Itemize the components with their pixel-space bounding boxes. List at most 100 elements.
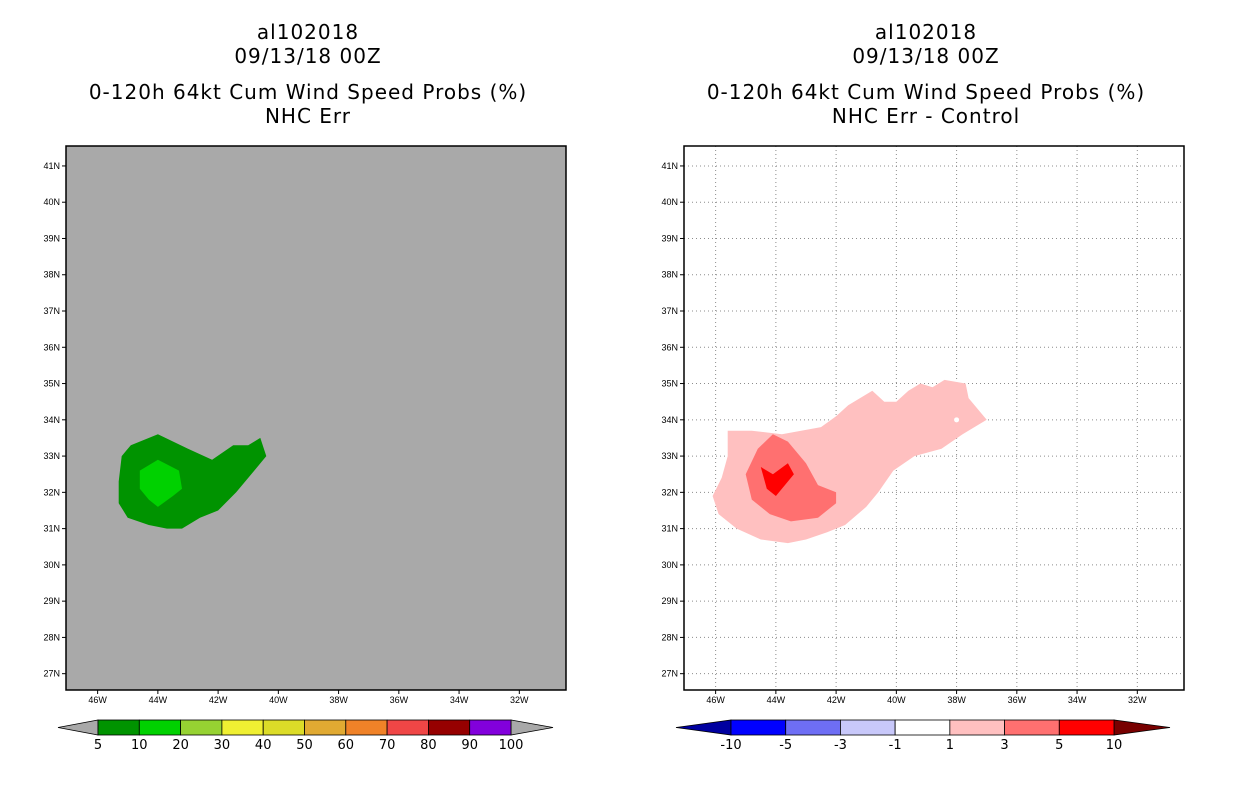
right-title: al102018 09/13/18 00Z 0-120h 64kt Cum Wi… — [646, 20, 1206, 128]
right-lon-label: 42W — [827, 695, 846, 705]
right-lon-label: 38W — [947, 695, 966, 705]
right-colorbar-label: 1 — [946, 738, 954, 753]
right-lon-label: 44W — [767, 695, 786, 705]
right-lat-label: 28N — [661, 632, 678, 642]
left-lon-label: 38W — [329, 695, 348, 705]
right-lat-label: 40N — [661, 197, 678, 207]
left-map-panel: 46W 44W 42W 40W 38W 36W 34W 32W 27N 28N 29N 30N 31N 3… — [43, 145, 567, 705]
left-lat-label: 33N — [43, 451, 60, 461]
right-colorbar-box — [730, 719, 787, 736]
left-colorbar-box — [221, 719, 264, 736]
left-colorbar-box — [180, 719, 223, 736]
left-colorbar-box — [97, 719, 140, 736]
left-colorbar-under-arrow — [57, 719, 99, 736]
right-colorbar-box — [894, 719, 951, 736]
left-lat-label: 30N — [43, 560, 60, 570]
right-colorbar-label: -5 — [779, 738, 792, 753]
right-contour-5-10 — [760, 463, 794, 496]
left-map-frame — [65, 145, 567, 691]
left-colorbar-box — [262, 719, 305, 736]
right-lon-label: 32W — [1128, 695, 1147, 705]
right-colorbar-label: -10 — [720, 738, 741, 753]
right-subtitle: NHC Err - Control — [831, 104, 1021, 128]
right-colorbar-label: 5 — [1055, 738, 1063, 753]
left-colorbar-box — [386, 719, 429, 736]
left-colorbar-label: 30 — [214, 738, 231, 753]
left-lon-label: 44W — [149, 695, 168, 705]
left-lon-label: 32W — [510, 695, 529, 705]
left-lon-label: 40W — [269, 695, 288, 705]
right-colorbar-over-arrow — [1113, 719, 1171, 736]
left-colorbar-label: 5 — [94, 738, 102, 753]
right-colorbar-box — [840, 719, 896, 736]
left-lat-label: 35N — [43, 379, 60, 389]
right-contour-hole — [954, 417, 960, 423]
left-colorbar-label: 100 — [499, 738, 524, 753]
left-colorbar-label: 10 — [131, 738, 148, 753]
left-storm-id: al102018 — [256, 20, 360, 44]
right-lat-label: 29N — [661, 596, 678, 606]
left-colorbar-over-arrow — [510, 719, 554, 736]
left-lon-label: 34W — [450, 695, 469, 705]
right-lon-label: 36W — [1008, 695, 1027, 705]
left-lat-label: 37N — [43, 306, 60, 316]
left-colorbar-box — [469, 719, 512, 736]
left-contour-10-20 — [139, 459, 182, 507]
right-lon-label: 40W — [887, 695, 906, 705]
left-colorbar-box — [345, 719, 388, 736]
right-lat-label: 31N — [661, 524, 678, 534]
left-colorbar-box — [138, 719, 182, 736]
left-lat-label: 38N — [43, 270, 60, 280]
left-colorbar-label: 40 — [255, 738, 272, 753]
left-lat-label: 41N — [43, 161, 60, 171]
right-colorbar-box — [1004, 719, 1060, 736]
right-colorbar-box — [785, 719, 841, 736]
left-colorbar-label: 70 — [379, 738, 396, 753]
right-lat-label: 36N — [661, 342, 678, 352]
left-colorbar-label: 60 — [338, 738, 355, 753]
left-lat-label: 39N — [43, 233, 60, 243]
right-lat-label: 34N — [661, 415, 678, 425]
right-lat-label: 39N — [661, 233, 678, 243]
right-colorbar-label: -3 — [834, 738, 847, 753]
right-map-panel: 46W 44W 42W 40W 38W 36W 34W 32W 27N 28N 29N 30N 31N 3… — [661, 145, 1185, 705]
right-lat-label: 35N — [661, 379, 678, 389]
right-map-frame — [683, 145, 1185, 691]
right-colorbar-label: 10 — [1106, 738, 1123, 753]
right-colorbar-box — [1058, 719, 1115, 736]
right-lon-label: 34W — [1068, 695, 1087, 705]
left-lon-label: 42W — [209, 695, 228, 705]
left-lon-label: 36W — [390, 695, 409, 705]
right-contour-3-5 — [745, 434, 837, 522]
left-lat-label: 40N — [43, 197, 60, 207]
right-lat-label: 33N — [661, 451, 678, 461]
left-lat-label: 29N — [43, 596, 60, 606]
right-colorbar: -10 -5 -3 -1 1 3 5 10 — [675, 719, 1171, 753]
left-colorbar-label: 20 — [172, 738, 189, 753]
left-colorbar-box — [427, 719, 471, 736]
left-lon-label: 46W — [88, 695, 107, 705]
left-date: 09/13/18 00Z — [234, 44, 382, 68]
left-colorbar-label: 90 — [461, 738, 478, 753]
right-lat-label: 37N — [661, 306, 678, 316]
left-map-background — [66, 146, 566, 690]
right-colorbar-box — [949, 719, 1005, 736]
right-date: 09/13/18 00Z — [852, 44, 1000, 68]
left-lat-label: 27N — [43, 669, 60, 679]
right-colorbar-under-arrow — [675, 719, 732, 736]
left-lat-label: 36N — [43, 342, 60, 352]
right-colorbar-label: -1 — [889, 738, 902, 753]
left-colorbar-label: 80 — [420, 738, 437, 753]
left-lat-label: 34N — [43, 415, 60, 425]
right-storm-id: al102018 — [874, 20, 978, 44]
right-lat-label: 27N — [661, 669, 678, 679]
right-colorbar-label: 3 — [1000, 738, 1008, 753]
left-lat-label: 28N — [43, 632, 60, 642]
left-lat-label: 32N — [43, 487, 60, 497]
left-title: al102018 09/13/18 00Z 0-120h 64kt Cum Wi… — [28, 20, 588, 128]
left-lat-label: 31N — [43, 524, 60, 534]
right-lat-label: 32N — [661, 487, 678, 497]
left-colorbar: 5 10 20 30 40 50 60 70 80 90 100 — [57, 719, 554, 753]
right-lon-label: 46W — [706, 695, 725, 705]
left-colorbar-label: 50 — [296, 738, 313, 753]
